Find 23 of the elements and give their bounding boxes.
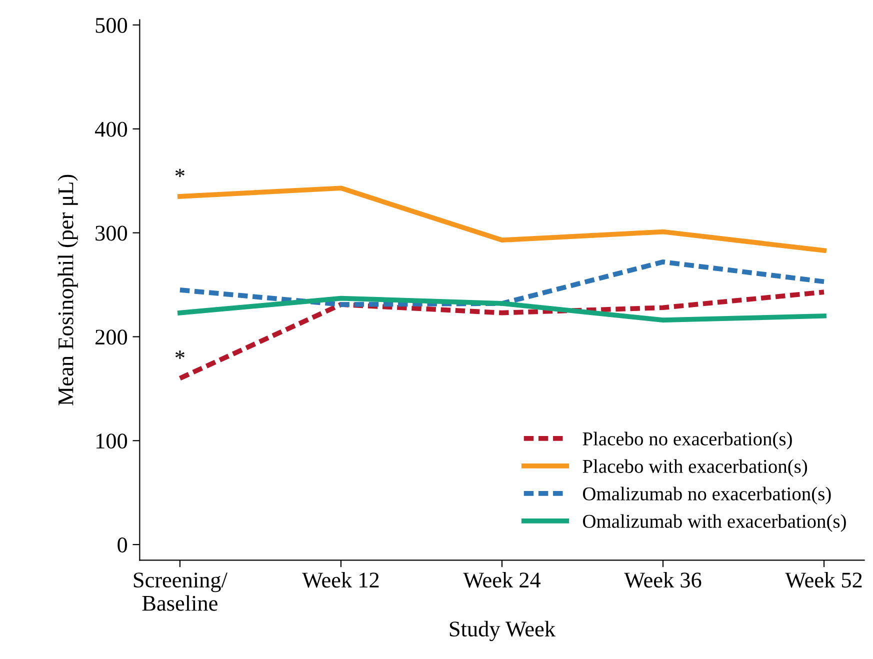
legend-label: Omalizumab with exacerbation(s) [583, 514, 846, 532]
x-tick-label: Week 12 [302, 572, 379, 588]
line-series [178, 186, 826, 253]
y-tick-label: 500 [96, 18, 128, 33]
x-tick-label: Week 24 [463, 572, 541, 588]
annotation: * [175, 350, 184, 359]
line-series [178, 259, 826, 307]
y-tick-label: 400 [94, 122, 128, 137]
y-tick-label: 200 [96, 330, 128, 345]
legend-label: Omalizumab no exacerbation(s) [583, 486, 831, 504]
y-tick-label: 0 [118, 537, 128, 552]
x-tick-label: Week 36 [624, 572, 702, 588]
x-axis-title: Study Week [450, 620, 556, 642]
x-tick-label: Week 52 [785, 572, 862, 588]
y-axis-title: Mean Eosinophil (per μL) [58, 174, 78, 406]
line-series [178, 290, 826, 381]
legend-label: Placebo with exacerbation(s) [582, 459, 808, 477]
line-series [178, 296, 826, 323]
annotation: * [175, 168, 184, 177]
x-tick-label: Screening/ Baseline [134, 572, 228, 611]
legend-label: Placebo no exacerbation(s) [582, 432, 792, 450]
y-tick-label: 300 [96, 226, 128, 241]
y-tick-label: 100 [96, 434, 128, 449]
